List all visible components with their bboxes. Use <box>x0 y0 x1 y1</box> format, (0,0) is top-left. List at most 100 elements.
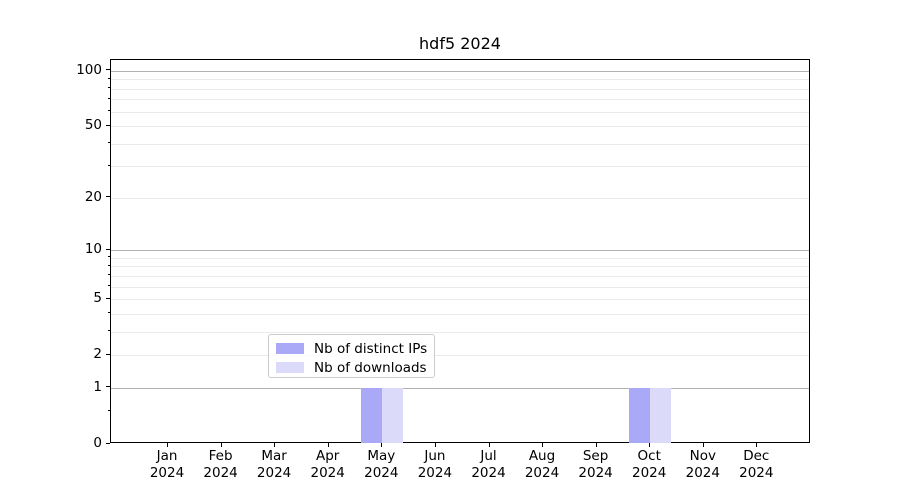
x-tick-label-year: 2024 <box>524 465 560 481</box>
bar-downloads <box>650 387 672 443</box>
y-tick-label: 100 <box>76 61 102 78</box>
bar-distinct-ips <box>629 387 651 443</box>
bar-distinct-ips <box>361 387 383 443</box>
minor-gridline <box>111 257 809 259</box>
x-tick-label: Apr 2024 <box>292 448 364 482</box>
y-tick <box>106 442 110 444</box>
y-minor-tick <box>107 77 110 79</box>
y-minor-tick <box>107 274 110 276</box>
minor-gridline <box>111 331 809 333</box>
minor-gridline <box>111 299 809 301</box>
x-tick-label-month: Dec <box>743 448 770 464</box>
minor-gridline <box>111 286 809 288</box>
minor-gridline <box>111 355 809 357</box>
x-tick-label-month: Mar <box>261 448 287 464</box>
y-tick-label: 20 <box>84 188 102 205</box>
chart-title: hdf5 2024 <box>419 34 501 53</box>
x-tick-label-month: Nov <box>689 448 716 464</box>
x-tick-label: Aug 2024 <box>506 448 578 482</box>
x-tick <box>649 443 651 447</box>
y-tick <box>106 69 110 71</box>
y-tick-label: 5 <box>93 290 102 307</box>
major-gridline <box>111 70 809 72</box>
major-gridline <box>111 387 809 389</box>
x-tick <box>381 443 383 447</box>
x-tick-label: Dec 2024 <box>720 448 792 482</box>
y-tick-label: 1 <box>93 378 102 395</box>
legend-item-downloads: Nb of downloads <box>276 359 434 376</box>
minor-gridline <box>111 197 809 199</box>
x-tick-label: Feb 2024 <box>185 448 257 482</box>
x-tick-label-year: 2024 <box>364 465 399 481</box>
legend: Nb of distinct IPs Nb of downloads <box>268 334 435 378</box>
x-tick-label-month: Feb <box>208 448 233 464</box>
x-tick-label-year: 2024 <box>149 465 185 481</box>
legend-swatch-downloads <box>276 362 304 373</box>
legend-swatch-distinct-ips <box>276 343 304 354</box>
minor-gridline <box>111 143 809 145</box>
y-tick <box>106 386 110 388</box>
x-tick <box>595 443 597 447</box>
x-tick <box>542 443 543 447</box>
x-tick-label: Oct 2024 <box>613 448 685 482</box>
y-minor-tick <box>107 297 110 299</box>
x-tick <box>434 443 436 447</box>
x-tick-label: Jun 2024 <box>399 448 471 482</box>
y-tick <box>106 248 110 250</box>
x-tick <box>167 443 168 447</box>
x-tick <box>220 443 222 447</box>
x-tick-label-month: Jan <box>156 448 178 464</box>
x-tick-label-year: 2024 <box>632 465 667 481</box>
minor-gridline <box>111 79 809 81</box>
x-tick-label-year: 2024 <box>203 465 238 481</box>
major-gridline <box>111 250 809 251</box>
legend-label-distinct-ips: Nb of distinct IPs <box>314 340 428 357</box>
y-tick-label: 10 <box>84 241 102 257</box>
x-tick-label-year: 2024 <box>739 465 774 481</box>
y-minor-tick <box>107 264 110 266</box>
x-tick-label-year: 2024 <box>310 465 345 481</box>
x-tick-label: Nov 2024 <box>667 448 739 482</box>
legend-label-downloads: Nb of downloads <box>314 359 427 376</box>
x-tick-label-year: 2024 <box>578 465 613 481</box>
minor-gridline <box>111 88 809 90</box>
x-tick <box>488 443 490 447</box>
x-tick <box>756 443 758 447</box>
x-tick-label-year: 2024 <box>256 465 292 481</box>
x-tick <box>702 443 704 447</box>
x-tick-label: Jul 2024 <box>453 448 525 482</box>
x-tick-label-month: Sep <box>582 448 609 464</box>
x-tick-label-month: May <box>367 448 396 464</box>
minor-gridline <box>111 111 809 113</box>
x-tick-label: Jan 2024 <box>131 448 203 482</box>
minor-gridline <box>111 266 809 268</box>
x-tick-label-year: 2024 <box>685 465 720 481</box>
y-minor-tick <box>107 87 110 88</box>
x-tick-label-month: Jul <box>480 448 497 464</box>
x-tick-label-month: Apr <box>316 448 340 464</box>
x-tick-label: Sep 2024 <box>560 448 632 482</box>
y-minor-tick <box>107 124 110 126</box>
y-tick-label: 0 <box>93 435 102 451</box>
x-tick-label: May 2024 <box>345 448 417 482</box>
legend-item-distinct-ips: Nb of distinct IPs <box>276 340 434 357</box>
y-minor-tick <box>107 256 110 258</box>
y-minor-tick <box>107 330 110 332</box>
plot-area <box>110 59 810 443</box>
y-tick-label: 50 <box>84 117 102 133</box>
y-minor-tick <box>107 142 110 144</box>
x-tick-label-year: 2024 <box>417 465 453 481</box>
x-tick-label-month: Oct <box>637 448 661 464</box>
x-tick <box>274 443 276 447</box>
minor-gridline <box>111 166 809 168</box>
y-minor-tick <box>107 353 110 355</box>
y-minor-tick <box>107 409 110 411</box>
minor-gridline <box>111 99 809 101</box>
y-minor-tick <box>107 285 110 287</box>
x-tick-label: Mar 2024 <box>238 448 310 482</box>
x-tick-label-month: Jun <box>424 448 446 464</box>
x-tick-label-year: 2024 <box>471 465 506 481</box>
y-minor-tick <box>107 97 110 99</box>
bar-downloads <box>382 387 404 443</box>
